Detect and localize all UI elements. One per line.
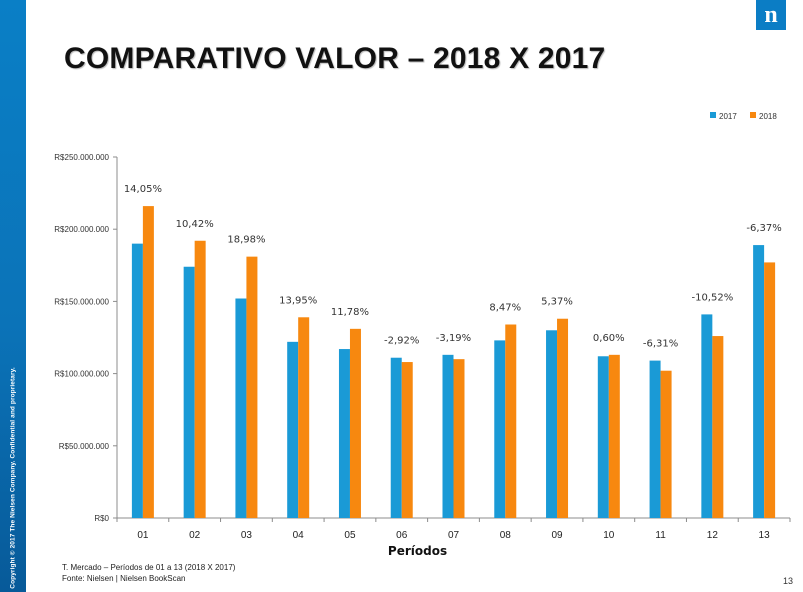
x-tick-label: 02 bbox=[189, 530, 201, 541]
bar-2017 bbox=[597, 356, 609, 518]
y-tick-label: R$0 bbox=[94, 514, 109, 523]
bar-2018 bbox=[298, 317, 310, 518]
footnote: T. Mercado – Períodos de 01 a 13 (2018 X… bbox=[62, 563, 236, 572]
page-title: COMPARATIVO VALOR – 2018 X 2017 bbox=[64, 42, 606, 75]
bar-2018 bbox=[401, 362, 413, 518]
data-label: 13,95% bbox=[279, 295, 317, 306]
data-label: -2,92% bbox=[384, 336, 419, 347]
data-label: -3,19% bbox=[436, 333, 471, 344]
x-tick-label: 10 bbox=[603, 530, 615, 541]
x-tick-label: 06 bbox=[396, 530, 408, 541]
bar-2018 bbox=[453, 359, 465, 518]
x-axis-title: Períodos bbox=[388, 544, 447, 558]
data-label: 10,42% bbox=[176, 219, 214, 230]
bar-2018 bbox=[349, 328, 361, 518]
x-tick-label: 05 bbox=[344, 530, 356, 541]
bar-2018 bbox=[764, 262, 776, 518]
x-tick-label: 04 bbox=[293, 530, 305, 541]
bar-2017 bbox=[183, 266, 195, 518]
x-tick-label: 03 bbox=[241, 530, 253, 541]
data-label: 14,05% bbox=[124, 184, 162, 195]
data-label: 5,37% bbox=[541, 297, 573, 308]
y-tick-label: R$250.000.000 bbox=[54, 153, 109, 162]
bar-2017 bbox=[494, 340, 506, 518]
y-tick-label: R$50.000.000 bbox=[59, 442, 110, 451]
legend-label: 2018 bbox=[759, 112, 777, 121]
data-label: -10,52% bbox=[691, 292, 733, 303]
bar-2018 bbox=[505, 324, 517, 518]
source-note: Fonte: Nielsen | Nielsen BookScan bbox=[62, 574, 186, 583]
x-tick-label: 12 bbox=[707, 530, 719, 541]
bar-2018 bbox=[608, 354, 620, 518]
data-label: 0,60% bbox=[593, 333, 625, 344]
data-label: -6,31% bbox=[643, 339, 678, 350]
bar-2017 bbox=[338, 349, 350, 518]
x-tick-label: 08 bbox=[500, 530, 512, 541]
bar-2017 bbox=[390, 357, 402, 518]
bar-2017 bbox=[131, 243, 143, 518]
page-number: 13 bbox=[782, 576, 793, 586]
bar-2018 bbox=[246, 256, 258, 518]
y-tick-label: R$200.000.000 bbox=[54, 225, 109, 234]
x-tick-label: 09 bbox=[551, 530, 563, 541]
bar-2018 bbox=[712, 336, 724, 518]
bar-2017 bbox=[753, 245, 765, 519]
bar-2017 bbox=[701, 314, 713, 518]
x-tick-label: 01 bbox=[137, 530, 149, 541]
data-label: 11,78% bbox=[331, 307, 369, 318]
x-tick-label: 07 bbox=[448, 530, 460, 541]
bar-2017 bbox=[235, 298, 247, 518]
x-tick-label: 13 bbox=[759, 530, 771, 541]
bar-2017 bbox=[287, 341, 299, 518]
data-label: -6,37% bbox=[746, 223, 781, 234]
data-label: 18,98% bbox=[227, 235, 265, 246]
y-tick-label: R$150.000.000 bbox=[54, 297, 109, 306]
y-tick-label: R$100.000.000 bbox=[54, 370, 109, 379]
bar-2017 bbox=[442, 354, 454, 518]
bar-2018 bbox=[142, 206, 154, 518]
legend-swatch-2018 bbox=[750, 112, 756, 118]
legend-label: 2017 bbox=[719, 112, 737, 121]
sidebar-band: Copyright © 2017 The Nielsen Company. Co… bbox=[0, 0, 26, 592]
nielsen-logo: n bbox=[756, 0, 786, 30]
bar-2017 bbox=[649, 360, 661, 518]
bar-2017 bbox=[546, 330, 558, 518]
bar-2018 bbox=[194, 240, 206, 518]
data-label: 8,47% bbox=[489, 303, 521, 314]
bar-2018 bbox=[660, 370, 672, 518]
legend-swatch-2017 bbox=[710, 112, 716, 118]
x-tick-label: 11 bbox=[655, 530, 666, 541]
bar-2018 bbox=[557, 318, 569, 518]
